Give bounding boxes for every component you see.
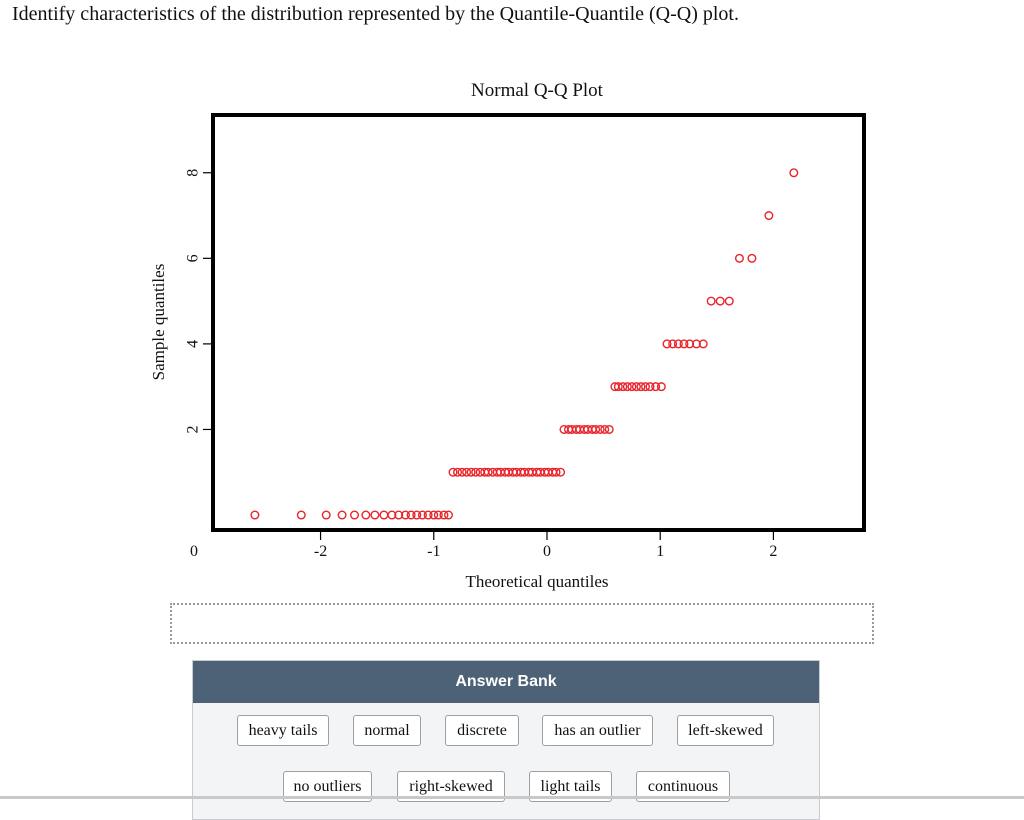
data-point	[453, 467, 463, 477]
data-point	[423, 510, 433, 520]
data-point	[747, 253, 757, 263]
data-point	[604, 424, 614, 434]
data-point	[379, 510, 389, 520]
chip-heavy-tails[interactable]: heavy tails	[237, 715, 329, 746]
x-tick-label: -1	[427, 543, 440, 560]
data-point	[662, 339, 672, 349]
x-axis-label: Theoretical quantiles	[465, 572, 608, 591]
answer-bank-title: Answer Bank	[193, 661, 819, 703]
question-text: Identify characteristics of the distribu…	[12, 3, 739, 25]
data-point	[417, 510, 427, 520]
data-point	[471, 467, 481, 477]
data-point	[715, 296, 725, 306]
data-point	[673, 339, 683, 349]
data-point	[724, 296, 734, 306]
data-point	[439, 510, 449, 520]
data-point	[429, 510, 439, 520]
data-point	[595, 424, 605, 434]
data-point	[370, 510, 380, 520]
data-point	[764, 211, 774, 221]
data-point	[685, 339, 695, 349]
data-point	[627, 382, 637, 392]
data-point	[412, 510, 422, 520]
y-axis-label: Sample quantiles	[149, 264, 168, 381]
chip-left-skewed[interactable]: left-skewed	[677, 715, 774, 746]
y-tick-label: 2	[185, 425, 202, 433]
data-point	[636, 382, 646, 392]
data-point	[656, 382, 666, 392]
origin-tick-label: 0	[190, 543, 198, 560]
data-point	[591, 424, 601, 434]
bottom-divider	[0, 796, 1024, 799]
chip-normal[interactable]: normal	[353, 715, 421, 746]
data-point	[640, 382, 650, 392]
data-point	[631, 382, 641, 392]
data-point	[691, 339, 701, 349]
data-point	[448, 467, 458, 477]
x-axis: -2 -1 0 1 2	[314, 532, 777, 560]
chip-discrete[interactable]: discrete	[445, 715, 519, 746]
data-point	[462, 467, 472, 477]
data-point	[706, 296, 716, 306]
data-point	[679, 339, 689, 349]
y-tick-label: 8	[185, 169, 202, 177]
data-point	[250, 510, 260, 520]
data-point	[296, 510, 306, 520]
data-point	[734, 253, 744, 263]
data-point	[698, 339, 708, 349]
x-tick-label: -2	[314, 543, 327, 560]
data-point	[789, 168, 799, 178]
data-point	[483, 467, 493, 477]
answer-drop-zone[interactable]	[170, 603, 874, 644]
x-tick-label: 1	[656, 543, 664, 560]
data-points	[250, 168, 799, 520]
data-point	[466, 467, 476, 477]
y-tick-label: 6	[185, 254, 202, 262]
qq-plot: Normal Q-Q Plot 2 4 6 8 -2 -1 0 1 2 0 Theoretic…	[149, 80, 866, 591]
x-tick-label: 0	[543, 543, 551, 560]
data-point	[613, 382, 623, 392]
data-point	[400, 510, 410, 520]
y-tick-label: 4	[185, 340, 202, 348]
data-point	[337, 510, 347, 520]
data-point	[618, 382, 628, 392]
data-point	[551, 467, 561, 477]
data-point	[443, 510, 453, 520]
data-point	[556, 467, 566, 477]
x-tick-label: 2	[769, 543, 777, 560]
data-point	[321, 510, 331, 520]
data-point	[433, 510, 443, 520]
data-point	[457, 467, 467, 477]
data-point	[350, 510, 360, 520]
data-point	[600, 424, 610, 434]
data-point	[668, 339, 678, 349]
data-point	[622, 382, 632, 392]
plot-frame	[211, 113, 866, 532]
chip-has-an-outlier[interactable]: has an outlier	[542, 715, 653, 746]
y-axis: 2 4 6 8	[185, 169, 211, 433]
data-point	[645, 382, 655, 392]
chart-title: Normal Q-Q Plot	[471, 80, 604, 101]
data-point	[361, 510, 371, 520]
data-point	[651, 382, 661, 392]
data-point	[406, 510, 416, 520]
data-point	[387, 510, 397, 520]
data-point	[394, 510, 404, 520]
